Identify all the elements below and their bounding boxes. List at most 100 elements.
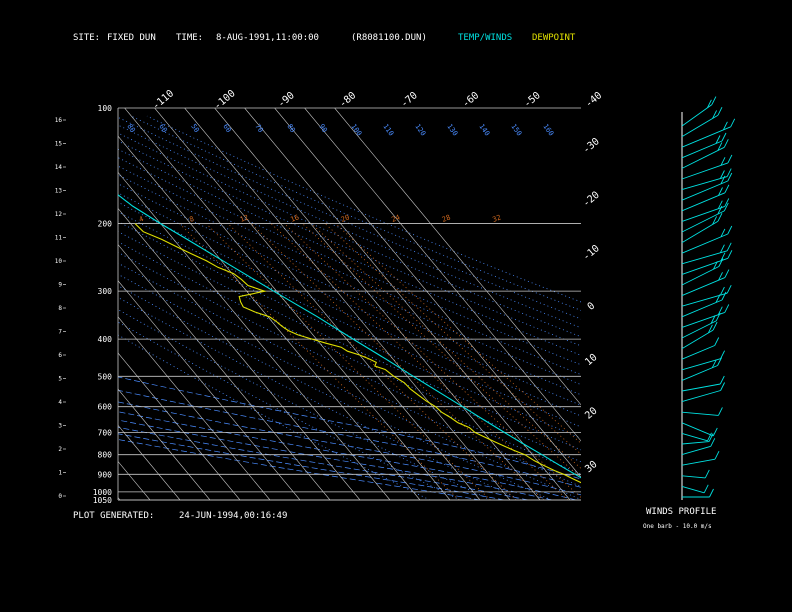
wind-barb-flag xyxy=(717,306,723,315)
barb-scale-note: One barb - 10.0 m/s xyxy=(643,523,712,530)
mixing-ratio-label: 24 xyxy=(390,213,401,223)
wind-barb xyxy=(681,445,711,456)
winds-profile xyxy=(681,96,736,500)
isotherm-top-label: -90 xyxy=(276,90,297,110)
time-label: TIME: xyxy=(176,33,204,43)
dry-adiabat xyxy=(118,285,552,500)
pressure-label: 1050 xyxy=(93,496,112,505)
wind-barb xyxy=(681,345,715,360)
dry-adiabat-label: 90 xyxy=(317,123,328,135)
wind-barb xyxy=(681,146,725,169)
wind-barb-flag xyxy=(719,375,725,385)
isotherm-line xyxy=(0,108,90,500)
isotherm-top-label: -110 xyxy=(151,88,177,112)
pressure-label: 900 xyxy=(98,470,113,479)
isotherm-line xyxy=(118,388,211,500)
wind-barb-flag xyxy=(717,142,723,151)
isotherm-line xyxy=(154,108,481,500)
mixing-ratio-label: 32 xyxy=(491,213,502,223)
plot-frame xyxy=(117,108,581,501)
height-label: 2 xyxy=(58,446,62,453)
wind-barb-flag xyxy=(709,488,714,498)
mixing-ratio-label: 4 xyxy=(138,215,145,224)
wind-barb-flag xyxy=(717,200,723,209)
wind-barb-flag xyxy=(718,258,724,267)
isotherm-line xyxy=(118,135,421,500)
wind-barb-flag xyxy=(724,184,730,194)
isotherm-line xyxy=(118,280,301,500)
sounding-series xyxy=(118,194,581,484)
height-label: 4 xyxy=(58,399,62,406)
wind-barb xyxy=(681,485,705,494)
mixing-ratio-line xyxy=(205,223,491,500)
dry-adiabat-label: 140 xyxy=(477,123,491,138)
dry-adiabat-label: 130 xyxy=(445,123,459,138)
mixing-ratio-label: 20 xyxy=(340,213,351,223)
wind-barb-flag xyxy=(706,99,712,109)
wind-barb-flag xyxy=(726,168,732,177)
wind-barb xyxy=(681,257,729,275)
wind-barb xyxy=(681,299,723,318)
wind-barb-flag xyxy=(710,315,716,324)
isotherm-right-label: 0 xyxy=(586,300,598,312)
wind-barb-flag xyxy=(720,252,726,261)
mixing-ratio-label: 12 xyxy=(239,213,250,223)
wind-barb-flag xyxy=(720,228,726,238)
wind-barb-flag xyxy=(723,202,729,212)
wind-barb-flag xyxy=(717,106,723,116)
wind-barb-flag xyxy=(724,198,730,207)
dry-adiabat xyxy=(118,157,581,366)
isotherm-top-label: -60 xyxy=(460,90,481,110)
wind-barb xyxy=(681,250,728,265)
wind-barb xyxy=(681,233,728,254)
winds-profile-title: WINDS PROFILE xyxy=(646,507,717,517)
isotherm-top-label: -80 xyxy=(337,90,358,110)
isotherm-top-label: -70 xyxy=(399,90,420,110)
isotherm-line xyxy=(118,207,361,500)
isotherm-right-label: 20 xyxy=(583,405,599,421)
isotherm-line xyxy=(304,108,581,442)
wind-barb-flag xyxy=(727,250,733,259)
dry-adiabat xyxy=(118,148,581,356)
wind-barb-flag xyxy=(712,110,718,119)
wind-barb-flag xyxy=(711,96,717,105)
wind-barb-flag xyxy=(724,304,730,313)
mixing-ratio-label: 16 xyxy=(289,213,300,223)
mixing-ratio-line xyxy=(311,223,581,469)
plot-generated-value: 24-JUN-1994,00:16:49 xyxy=(179,511,288,521)
isotherm-right-label: -20 xyxy=(581,190,602,210)
wind-barb xyxy=(681,205,725,222)
wind-barb xyxy=(681,422,714,437)
wind-barb-flag xyxy=(714,337,720,346)
mixing-ratio-line xyxy=(284,223,581,498)
mixing-ratio-label: 28 xyxy=(441,213,452,223)
moist-adiabat xyxy=(118,419,553,500)
moist-adiabat xyxy=(118,426,529,500)
isotherm-right-label: -10 xyxy=(581,243,602,263)
wind-barb xyxy=(681,176,728,191)
isotherm-line xyxy=(214,108,541,500)
wind-barb-flag xyxy=(726,242,732,252)
height-label: 7 xyxy=(58,329,62,336)
dry-adiabat xyxy=(118,124,581,329)
dewpoint-line xyxy=(134,223,581,484)
height-label: 3 xyxy=(58,423,62,430)
wind-barb xyxy=(681,329,714,349)
mixing-ratio-line xyxy=(302,223,581,479)
mixing-ratio-line xyxy=(179,223,460,500)
pressure-label: 100 xyxy=(98,104,113,113)
wind-barb xyxy=(681,292,728,307)
height-label: 1 xyxy=(58,470,62,477)
dry-adiabat-label: 100 xyxy=(349,123,363,138)
legend-dewpoint: DEWPOINT xyxy=(532,33,576,43)
isotherms xyxy=(0,108,581,500)
height-label: 16 xyxy=(55,117,63,124)
wind-barb xyxy=(681,358,721,371)
isotherm-line xyxy=(334,108,581,406)
height-label: 10 xyxy=(55,258,63,265)
wind-barb-flag xyxy=(718,272,723,281)
isobars xyxy=(118,107,581,501)
pressure-label: 500 xyxy=(98,372,113,381)
pressure-label: 400 xyxy=(98,335,113,344)
wind-barb xyxy=(681,114,719,137)
